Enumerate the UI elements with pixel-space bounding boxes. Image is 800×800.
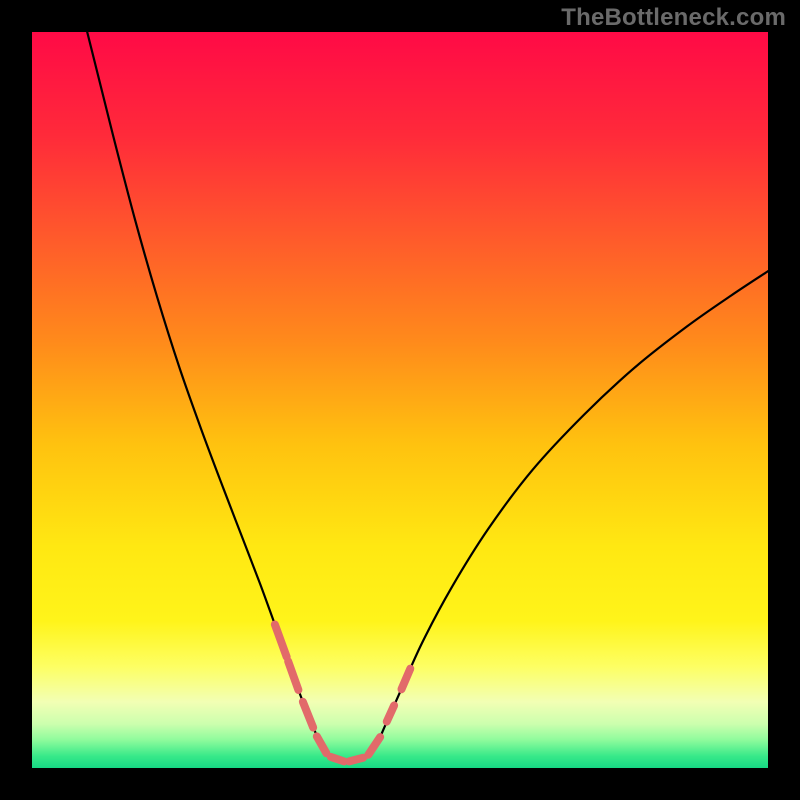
chart-container: TheBottleneck.com: [0, 0, 800, 800]
plot-area: [32, 32, 768, 768]
highlight-segment: [331, 757, 344, 761]
watermark-text: TheBottleneck.com: [561, 4, 786, 32]
highlight-segment: [349, 758, 363, 762]
chart-svg: [32, 32, 768, 768]
gradient-background: [32, 32, 768, 768]
